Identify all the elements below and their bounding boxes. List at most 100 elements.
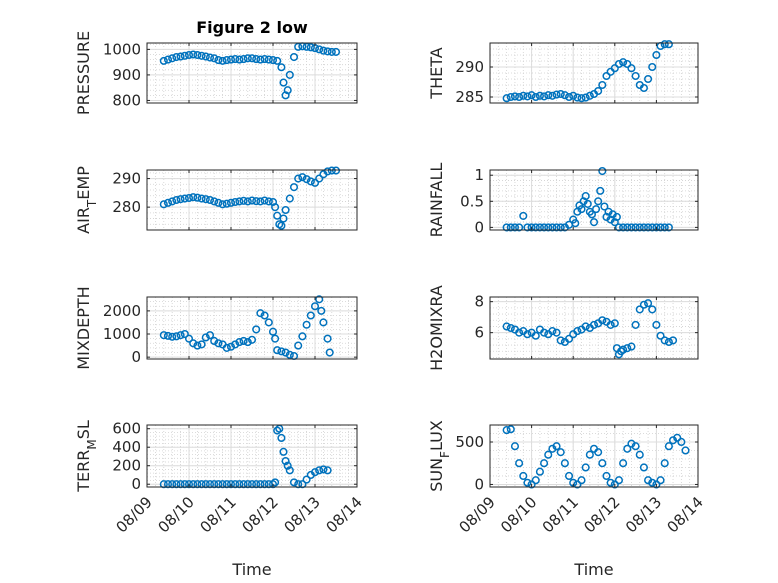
data-point bbox=[523, 330, 532, 339]
data-point bbox=[193, 341, 202, 350]
panel-rainfall: 0 0.5 1 RAINFALL bbox=[427, 163, 699, 237]
data-point bbox=[635, 223, 644, 232]
data-point bbox=[180, 51, 189, 60]
data-point bbox=[239, 196, 248, 205]
y-tick-label: 280 bbox=[112, 198, 141, 216]
y-tick-label: 900 bbox=[112, 66, 141, 84]
data-point bbox=[556, 448, 565, 457]
data-point bbox=[260, 196, 269, 205]
data-point bbox=[214, 198, 223, 207]
data-point bbox=[652, 480, 661, 489]
data-point bbox=[273, 56, 282, 65]
data-point bbox=[184, 480, 194, 489]
axes-frame bbox=[489, 296, 699, 360]
data-point bbox=[159, 331, 168, 340]
axes-frame bbox=[489, 169, 699, 231]
data-point bbox=[252, 55, 261, 64]
data-point bbox=[310, 302, 320, 311]
data-point bbox=[298, 480, 307, 489]
y-tick-label: 400 bbox=[112, 438, 141, 456]
data-point bbox=[189, 193, 198, 202]
y-tick-label: 290 bbox=[112, 170, 141, 188]
data-point bbox=[197, 51, 206, 60]
data-point bbox=[231, 197, 240, 207]
data-point bbox=[235, 338, 244, 347]
axes-frame bbox=[146, 424, 358, 488]
data-point bbox=[302, 320, 311, 329]
data-point bbox=[189, 339, 198, 348]
data-point bbox=[184, 193, 194, 203]
x-tick-label: 08/12 bbox=[239, 493, 282, 536]
data-point bbox=[639, 463, 648, 472]
data-point bbox=[656, 331, 665, 340]
data-point bbox=[540, 459, 549, 468]
data-point bbox=[606, 320, 615, 329]
y-axis-label-h2omixra: H2OMIXRA bbox=[427, 285, 446, 371]
data-point bbox=[573, 327, 582, 336]
data-point bbox=[527, 91, 536, 100]
data-point bbox=[602, 71, 611, 81]
data-point bbox=[660, 459, 669, 468]
panel-h2omixra: 6 8 H2OMIXRA bbox=[427, 285, 699, 371]
data-point bbox=[180, 480, 189, 489]
y-tick-label: 800 bbox=[112, 91, 141, 109]
panel-theta: 285 290 THETA bbox=[427, 40, 699, 106]
data-point bbox=[176, 331, 185, 340]
y-tick-label: 500 bbox=[455, 433, 484, 451]
data-point bbox=[581, 93, 590, 102]
data-point bbox=[189, 50, 198, 59]
data-point bbox=[548, 327, 557, 336]
x-tick-label: 08/09 bbox=[456, 493, 499, 536]
data-point bbox=[231, 55, 240, 64]
data-point bbox=[163, 55, 173, 64]
data-point bbox=[552, 442, 561, 451]
panel-mixdepth: 0 1000 2000 MIXDEPTH bbox=[74, 286, 358, 370]
data-point bbox=[268, 480, 278, 489]
y-tick-label: 0 bbox=[131, 348, 141, 366]
data-point bbox=[577, 205, 586, 214]
data-point bbox=[247, 335, 257, 344]
data-point bbox=[176, 195, 185, 204]
data-point bbox=[535, 223, 544, 232]
data-point bbox=[327, 166, 336, 175]
data-point bbox=[222, 56, 231, 65]
data-point bbox=[283, 461, 292, 470]
data-point bbox=[315, 45, 324, 54]
data-point bbox=[298, 332, 307, 341]
data-point bbox=[201, 195, 210, 204]
data-point bbox=[273, 211, 282, 220]
data-point bbox=[214, 480, 223, 489]
data-point bbox=[614, 476, 624, 485]
data-point bbox=[652, 50, 661, 60]
data-point bbox=[226, 480, 236, 489]
y-axis-label-theta: THETA bbox=[427, 47, 446, 99]
data-point bbox=[614, 223, 624, 232]
data-point bbox=[294, 42, 303, 51]
data-point bbox=[205, 480, 215, 489]
data-point bbox=[564, 92, 574, 102]
data-point bbox=[310, 468, 320, 477]
data-point bbox=[172, 480, 181, 489]
data-point bbox=[585, 91, 594, 100]
data-point bbox=[544, 91, 553, 100]
data-point bbox=[619, 223, 628, 232]
data-point bbox=[172, 332, 181, 341]
data-point bbox=[660, 336, 669, 345]
y-axis-label-sun-flux: SUNFLUX bbox=[427, 420, 452, 492]
data-point bbox=[176, 480, 185, 489]
data-point bbox=[506, 223, 515, 232]
data-point bbox=[523, 92, 532, 101]
data-point bbox=[264, 197, 273, 206]
data-point bbox=[560, 459, 569, 468]
data-point bbox=[648, 62, 657, 72]
data-point bbox=[515, 223, 524, 232]
data-point bbox=[571, 219, 580, 228]
data-point bbox=[180, 194, 189, 203]
y-tick-label: 200 bbox=[112, 457, 141, 475]
y-axis-label-terr-msl: TERRMSL bbox=[74, 420, 99, 493]
x-tick-label: 08/10 bbox=[497, 493, 540, 536]
data-point bbox=[279, 447, 288, 456]
data-point bbox=[201, 333, 210, 342]
